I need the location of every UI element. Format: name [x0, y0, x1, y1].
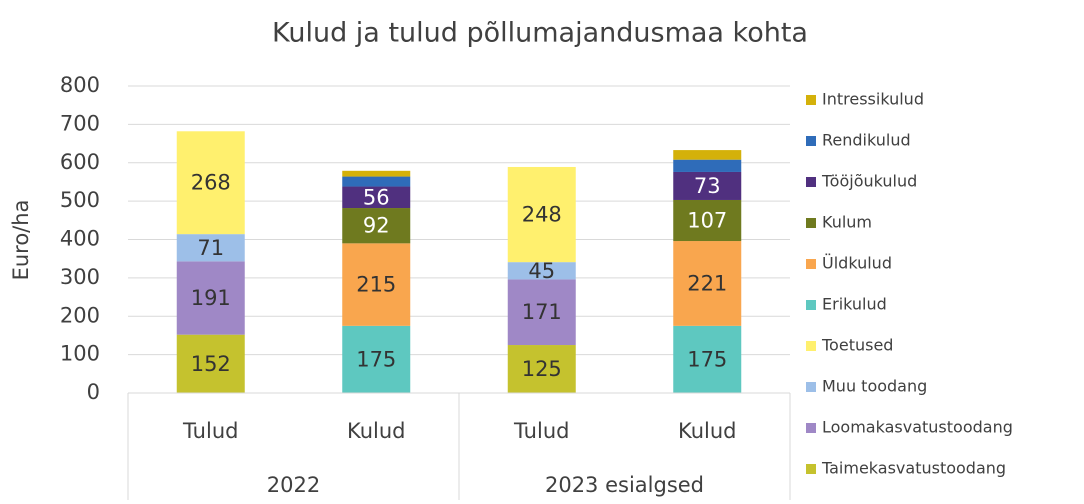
bar-segment [507, 166, 576, 263]
group-label: 2022 [267, 473, 320, 497]
legend-label: Üldkulud [822, 254, 892, 273]
data-label: 56 [363, 185, 390, 209]
legend-label: Intressikulud [822, 90, 924, 109]
legend-label: Tööjõukulud [821, 172, 917, 191]
bar-segment [342, 186, 411, 209]
x-tick-label: Tulud [513, 419, 569, 443]
legend-swatch [806, 136, 816, 146]
data-label: 92 [363, 214, 390, 238]
y-tick-label: 0 [87, 380, 100, 404]
data-label: 248 [522, 203, 562, 227]
legend-swatch [806, 300, 816, 310]
legend-swatch [806, 423, 816, 433]
y-axis-label: Euro/ha [9, 200, 33, 281]
x-tick-label: Kulud [678, 419, 737, 443]
x-tick-label: Tulud [182, 419, 238, 443]
bar-segment [176, 261, 245, 335]
y-tick-label: 300 [60, 265, 100, 289]
legend-label: Taimekasvatustoodang [821, 459, 1006, 478]
bar-segment [176, 234, 245, 262]
legend-swatch [806, 259, 816, 269]
bar-segment [507, 345, 576, 393]
legend-label: Toetused [821, 336, 893, 355]
y-tick-label: 100 [60, 342, 100, 366]
data-label: 73 [694, 174, 721, 198]
bar-segment [507, 279, 576, 346]
bar-segment [673, 171, 742, 200]
bar-segment [342, 176, 411, 187]
bar-segment [673, 159, 742, 172]
x-tick-label: Kulud [347, 419, 406, 443]
data-label: 215 [356, 273, 396, 297]
y-tick-label: 700 [60, 111, 100, 135]
data-label: 71 [197, 236, 224, 260]
bar-segment [673, 241, 742, 326]
bar-segment [342, 325, 411, 393]
legend-swatch [806, 177, 816, 187]
bar-segment [342, 170, 411, 177]
y-tick-label: 400 [60, 227, 100, 251]
data-label: 268 [191, 171, 231, 195]
data-label: 45 [528, 259, 555, 283]
y-tick-label: 500 [60, 188, 100, 212]
data-label: 107 [687, 209, 727, 233]
legend-swatch [806, 382, 816, 392]
data-label: 171 [522, 300, 562, 324]
legend-label: Rendikulud [822, 131, 911, 150]
data-label: 152 [191, 352, 231, 376]
chart-title: Kulud ja tulud põllumajandusmaa kohta [272, 18, 808, 49]
y-tick-label: 600 [60, 150, 100, 174]
bar-segment [342, 243, 411, 326]
bar-segment [673, 199, 742, 242]
data-label: 125 [522, 357, 562, 381]
legend-swatch [806, 341, 816, 351]
bar-segment [176, 131, 245, 235]
bar-segment [507, 262, 576, 280]
legend-label: Muu toodang [822, 377, 927, 396]
legend-label: Kulum [822, 213, 872, 232]
group-label: 2023 esialgsed [545, 473, 704, 497]
data-label: 175 [356, 347, 396, 371]
bar-segment [342, 208, 411, 244]
data-label: 175 [687, 347, 727, 371]
bar-segment [673, 325, 742, 393]
data-label: 221 [687, 271, 727, 295]
legend-swatch [806, 218, 816, 228]
legend-label: Loomakasvatustoodang [822, 418, 1013, 437]
legend-label: Erikulud [822, 295, 887, 314]
legend-swatch [806, 95, 816, 105]
legend-swatch [806, 464, 816, 474]
data-label: 191 [191, 286, 231, 310]
bar-segment [176, 334, 245, 393]
y-tick-label: 200 [60, 303, 100, 327]
bar-segment [673, 150, 742, 160]
y-tick-label: 800 [60, 73, 100, 97]
